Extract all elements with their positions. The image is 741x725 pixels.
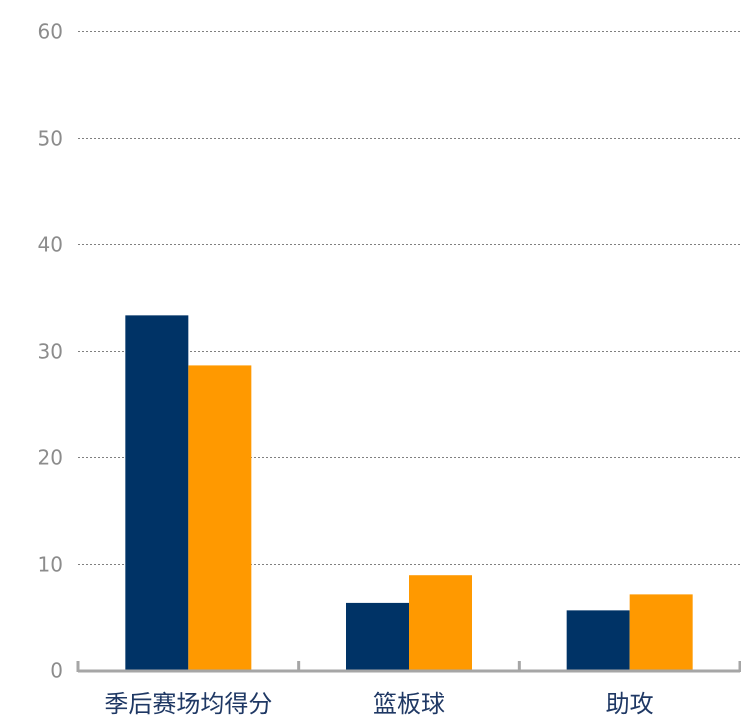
x-axis bbox=[76, 661, 741, 673]
x-category-label: 助攻 bbox=[606, 690, 654, 718]
y-tick-label: 60 bbox=[38, 20, 63, 44]
bar-series-2-3 bbox=[629, 594, 693, 670]
y-tick-label: 50 bbox=[38, 127, 63, 151]
bars bbox=[125, 315, 693, 670]
bar-series-1-3 bbox=[566, 610, 630, 670]
bar-series-1-2 bbox=[346, 602, 409, 670]
y-tick-label: 40 bbox=[38, 233, 63, 257]
bar-series-2-1 bbox=[188, 365, 252, 670]
x-axis-labels: 季后赛场均得分 篮板球 助攻 bbox=[104, 690, 653, 718]
bar-series-2-2 bbox=[409, 575, 472, 670]
y-tick-label: 30 bbox=[38, 340, 63, 364]
y-axis-ticks: 0 10 20 30 40 50 60 bbox=[38, 20, 63, 683]
x-category-label: 季后赛场均得分 bbox=[104, 690, 272, 718]
y-tick-label: 0 bbox=[50, 659, 63, 683]
y-tick-label: 10 bbox=[38, 553, 63, 577]
x-category-label: 篮板球 bbox=[373, 690, 445, 718]
bar-series-1-1 bbox=[125, 315, 189, 670]
y-tick-label: 20 bbox=[38, 446, 63, 470]
